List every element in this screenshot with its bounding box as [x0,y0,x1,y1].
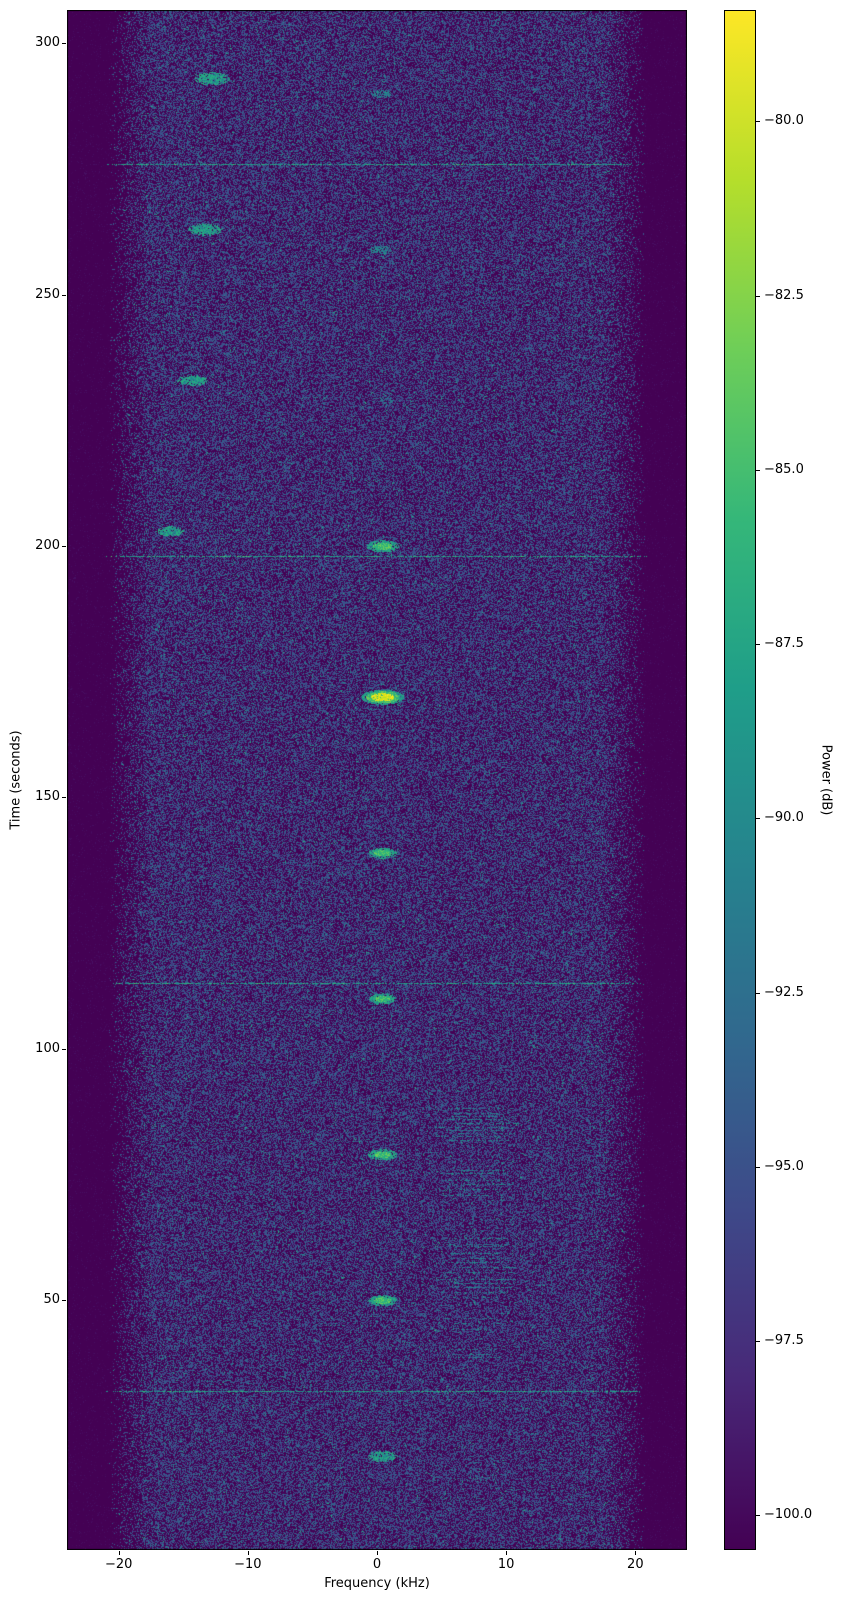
colorbar-tick-mark [756,818,760,820]
colorbar-tick-mark [756,1166,760,1168]
y-tick-label: 200 [35,537,60,553]
y-tick-label: 300 [35,35,60,51]
x-tick-mark [506,1551,508,1555]
y-tick-label: 150 [35,789,60,805]
y-tick-mark [62,545,66,547]
x-tick-mark [118,1551,120,1555]
colorbar-tick-label: −80.0 [764,113,804,129]
x-axis-label: Frequency (kHz) [324,1576,430,1591]
colorbar-tick-mark [756,295,760,297]
x-tick-label: −10 [234,1557,262,1572]
colorbar-tick-label: −97.5 [764,1332,804,1348]
colorbar-tick-mark [756,1515,760,1517]
y-tick-mark [62,43,66,45]
colorbar-tick-label: −95.0 [764,1158,804,1174]
x-tick-label: −20 [104,1557,133,1572]
colorbar-tick-mark [756,469,760,471]
y-tick-label: 100 [35,1040,60,1056]
x-tick-label: 10 [497,1557,515,1572]
colorbar-tick-label: −82.5 [764,287,804,303]
y-tick-label: 50 [43,1292,60,1308]
x-tick-label: 20 [627,1557,644,1572]
y-tick-mark [62,1300,66,1302]
colorbar-axis-label: Power (dB) [818,744,834,816]
y-tick-mark [62,797,66,799]
colorbar-tick-mark [756,121,760,123]
y-axis-label: Time (seconds) [8,730,24,830]
x-tick-mark [247,1551,249,1555]
colorbar-tick-label: −85.0 [764,461,804,477]
colorbar-tick-label: −92.5 [764,984,804,1000]
x-tick-label: 0 [372,1557,382,1572]
x-tick-mark [635,1551,637,1555]
colorbar-tick-mark [756,992,760,994]
colorbar-tick-label: −90.0 [764,810,804,826]
y-tick-label: 250 [35,286,60,302]
colorbar-tick-mark [756,644,760,646]
colorbar-tick-label: −87.5 [764,636,804,652]
colorbar [724,10,756,1550]
colorbar-tick-mark [756,1340,760,1342]
spectrogram-heatmap [67,10,687,1550]
colorbar-tick-label: −100.0 [764,1507,813,1523]
x-tick-mark [377,1551,378,1555]
y-tick-mark [62,1048,66,1050]
y-tick-mark [62,294,66,296]
